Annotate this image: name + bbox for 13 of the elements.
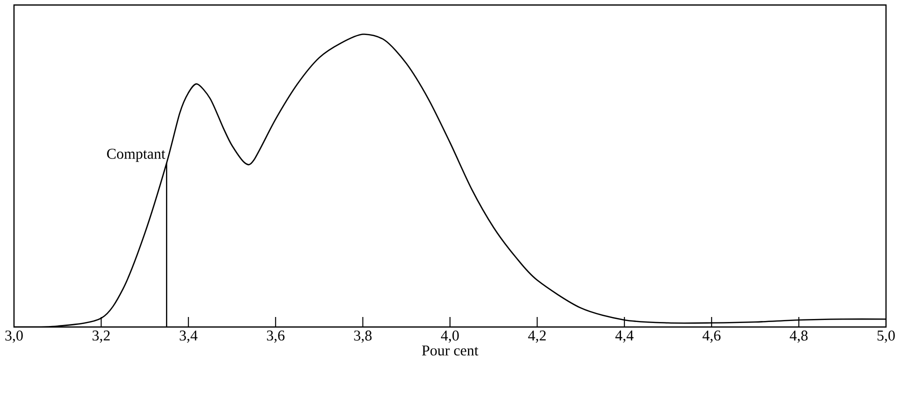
x-tick-label: 3,2 — [92, 330, 110, 343]
x-tick-label: 4,4 — [615, 330, 634, 343]
x-tick-label: 3,0 — [5, 330, 23, 343]
x-tick-label: 4,2 — [528, 330, 546, 343]
x-tick-label: 3,4 — [180, 330, 198, 343]
x-tick-label: 4,0 — [440, 330, 459, 343]
x-tick-label: 5,0 — [878, 330, 895, 343]
ref-line-label: Comptant — [107, 148, 166, 162]
x-tick-label: 4,8 — [790, 330, 808, 343]
x-tick-label: 3,6 — [266, 330, 284, 343]
x-tick-label: 3,8 — [354, 330, 372, 343]
x-axis-title: Pour cent — [422, 346, 478, 356]
x-tick-label: 4,6 — [702, 330, 721, 343]
